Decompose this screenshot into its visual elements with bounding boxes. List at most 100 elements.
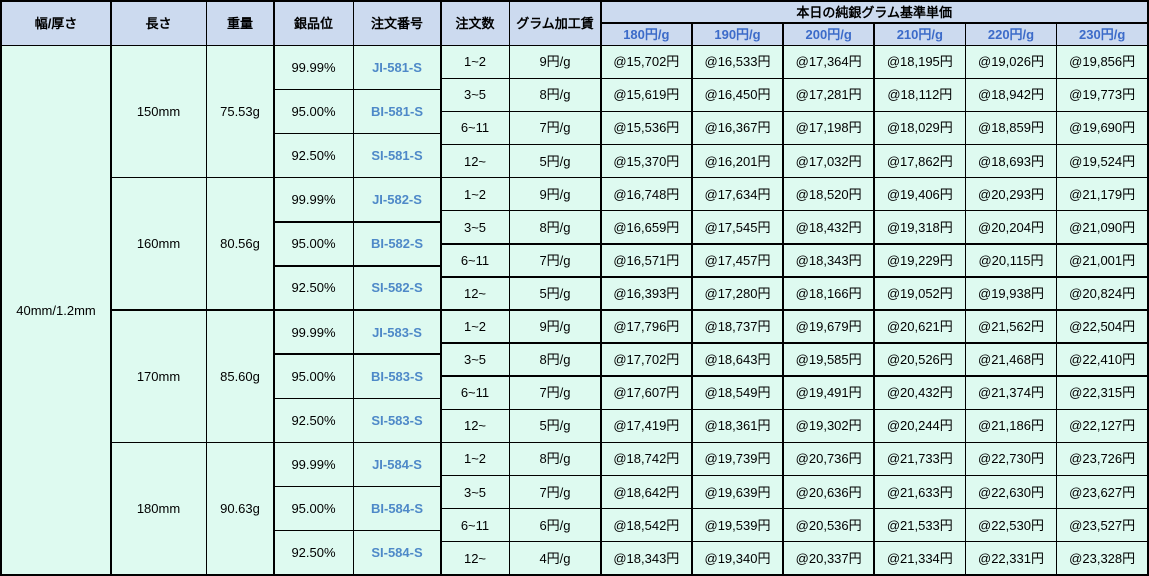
cell-order-qty: 6~11 <box>441 244 509 277</box>
cell-price: @19,491円 <box>783 376 874 409</box>
cell-price: @21,733円 <box>874 443 965 475</box>
cell-length: 180mm <box>111 443 206 574</box>
cell-price: @21,633円 <box>874 476 965 508</box>
cell-order-qty: 1~2 <box>441 46 509 78</box>
cell-price: @23,726円 <box>1057 443 1147 475</box>
cell-order-number[interactable]: BI-583-S <box>354 354 440 398</box>
cell-price: @17,198円 <box>783 112 874 144</box>
cell-price: @19,318円 <box>874 211 965 244</box>
cell-price: @17,032円 <box>783 145 874 177</box>
cell-price: @18,942円 <box>966 79 1056 111</box>
cell-price: @21,374円 <box>966 376 1056 409</box>
cell-order-qty: 6~11 <box>441 112 509 144</box>
cell-price: @16,201円 <box>692 145 783 177</box>
col-header-price-200: 200円/g <box>783 23 874 45</box>
cell-price: @20,824円 <box>1057 277 1147 310</box>
cell-price: @22,630円 <box>966 476 1056 508</box>
cell-price: @22,331円 <box>966 542 1056 574</box>
cell-purity: 99.99% <box>274 178 353 221</box>
cell-price: @20,293円 <box>966 178 1056 210</box>
cell-width-thickness: 40mm/1.2mm <box>2 46 110 574</box>
cell-purity: 95.00% <box>274 354 353 398</box>
cell-price: @16,659円 <box>601 211 692 244</box>
cell-order-qty: 1~2 <box>441 310 509 343</box>
cell-price: @21,001円 <box>1057 244 1147 277</box>
cell-price: @21,533円 <box>874 509 965 541</box>
cell-price: @21,186円 <box>966 410 1056 442</box>
cell-order-number[interactable]: BI-584-S <box>354 487 440 530</box>
cell-price: @22,410円 <box>1057 343 1147 376</box>
cell-price: @22,504円 <box>1057 310 1147 343</box>
cell-order-qty: 3~5 <box>441 211 509 244</box>
col-header-order-number: 注文番号 <box>354 2 440 45</box>
cell-price: @20,526円 <box>874 343 965 376</box>
cell-price: @20,204円 <box>966 211 1056 244</box>
cell-purity: 92.50% <box>274 266 353 310</box>
cell-order-number[interactable]: BI-581-S <box>354 90 440 133</box>
cell-order-qty: 12~ <box>441 542 509 574</box>
cell-price: @20,536円 <box>783 509 874 541</box>
cell-weight: 80.56g <box>207 178 273 310</box>
cell-purity: 99.99% <box>274 46 353 89</box>
cell-weight: 85.60g <box>207 310 273 442</box>
cell-price: @17,364円 <box>783 46 874 78</box>
col-header-width-thickness: 幅/厚さ <box>2 2 110 45</box>
cell-order-number[interactable]: SI-584-S <box>354 531 440 574</box>
cell-price: @17,419円 <box>601 410 692 442</box>
cell-purity: 95.00% <box>274 487 353 530</box>
cell-price: @17,862円 <box>874 145 965 177</box>
cell-fee: 6円/g <box>510 509 600 541</box>
cell-price: @18,432円 <box>783 211 874 244</box>
cell-weight: 90.63g <box>207 443 273 574</box>
cell-purity: 99.99% <box>274 310 353 354</box>
cell-price: @15,536円 <box>601 112 692 144</box>
cell-price: @21,334円 <box>874 542 965 574</box>
cell-price: @16,450円 <box>692 79 783 111</box>
cell-order-number[interactable]: JI-582-S <box>354 178 440 221</box>
cell-price: @16,748円 <box>601 178 692 210</box>
cell-price: @18,195円 <box>874 46 965 78</box>
cell-order-number[interactable]: SI-583-S <box>354 399 440 442</box>
cell-order-number[interactable]: JI-583-S <box>354 310 440 354</box>
cell-price: @16,533円 <box>692 46 783 78</box>
cell-order-qty: 1~2 <box>441 443 509 475</box>
cell-price: @18,520円 <box>783 178 874 210</box>
cell-price: @15,370円 <box>601 145 692 177</box>
cell-fee: 8円/g <box>510 211 600 244</box>
cell-order-number[interactable]: SI-582-S <box>354 266 440 310</box>
cell-price: @19,026円 <box>966 46 1056 78</box>
cell-order-number[interactable]: BI-582-S <box>354 222 440 266</box>
cell-price: @19,679円 <box>783 310 874 343</box>
cell-weight: 75.53g <box>207 46 273 177</box>
col-header-length: 長さ <box>111 2 206 45</box>
cell-order-qty: 12~ <box>441 277 509 310</box>
cell-length: 170mm <box>111 310 206 442</box>
cell-price: @16,571円 <box>601 244 692 277</box>
cell-fee: 7円/g <box>510 476 600 508</box>
cell-fee: 8円/g <box>510 79 600 111</box>
cell-price: @17,796円 <box>601 310 692 343</box>
cell-order-qty: 12~ <box>441 410 509 442</box>
cell-price: @20,337円 <box>783 542 874 574</box>
cell-price: @17,607円 <box>601 376 692 409</box>
cell-price: @19,340円 <box>692 542 783 574</box>
cell-fee: 7円/g <box>510 244 600 277</box>
cell-price: @18,029円 <box>874 112 965 144</box>
cell-order-number[interactable]: JI-581-S <box>354 46 440 89</box>
cell-price: @15,619円 <box>601 79 692 111</box>
cell-purity: 92.50% <box>274 134 353 177</box>
cell-price: @20,621円 <box>874 310 965 343</box>
col-header-base-price-group: 本日の純銀グラム基準単価 <box>601 2 1147 22</box>
col-header-price-210: 210円/g <box>874 23 965 45</box>
col-header-price-230: 230円/g <box>1057 23 1147 45</box>
cell-price: @19,773円 <box>1057 79 1147 111</box>
cell-price: @20,244円 <box>874 410 965 442</box>
cell-order-number[interactable]: JI-584-S <box>354 443 440 486</box>
cell-price: @20,115円 <box>966 244 1056 277</box>
cell-fee: 5円/g <box>510 410 600 442</box>
cell-purity: 92.50% <box>274 399 353 442</box>
col-header-price-190: 190円/g <box>692 23 783 45</box>
cell-order-qty: 3~5 <box>441 343 509 376</box>
cell-order-qty: 6~11 <box>441 376 509 409</box>
cell-order-number[interactable]: SI-581-S <box>354 134 440 177</box>
